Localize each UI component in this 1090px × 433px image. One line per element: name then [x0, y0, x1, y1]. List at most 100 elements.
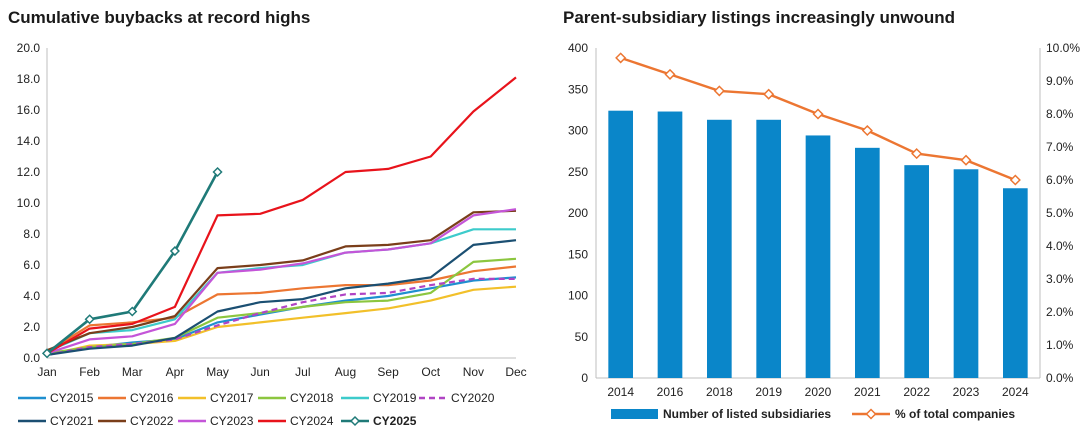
pct-point-2018: [713, 85, 725, 97]
legend-marker-cy2025: [349, 415, 361, 427]
right-x-tick-label: 2024: [1002, 385, 1029, 399]
right-right-y-tick-label: 1.0%: [1046, 338, 1074, 352]
legend-label-cy2018: CY2018: [290, 391, 334, 405]
left-y-tick-label: 0.0: [23, 351, 40, 365]
bar-2014: [608, 110, 633, 378]
legend-label-cy2023: CY2023: [210, 414, 254, 428]
data-point-cy2025: [212, 166, 223, 178]
left-x-tick-label: Jul: [295, 365, 310, 379]
series-line-cy2023: [46, 208, 517, 355]
right-right-y-tick-label: 6.0%: [1046, 173, 1074, 187]
bar-2020: [805, 135, 831, 378]
pct-point-2014: [615, 52, 627, 64]
right-left-y-tick-label: 100: [568, 289, 588, 303]
right-left-y-tick-label: 400: [568, 41, 588, 55]
pct-point-2021: [861, 124, 873, 137]
legend-label-cy2016: CY2016: [130, 391, 174, 405]
bar-2024: [1003, 188, 1028, 378]
legend-label-cy2015: CY2015: [50, 391, 94, 405]
legend-label-cy2024: CY2024: [290, 414, 334, 428]
right-x-tick-label: 2019: [755, 385, 782, 399]
legend-label-cy2017: CY2017: [210, 391, 254, 405]
pct-point-2022: [911, 148, 923, 160]
series-line-cy2020: [46, 277, 516, 356]
right-x-tick-label: 2016: [657, 385, 684, 399]
bar-2022: [904, 165, 929, 378]
series-line-cy2016: [46, 265, 517, 353]
right-right-y-tick-label: 5.0%: [1046, 206, 1074, 220]
right-x-tick-label: 2022: [903, 385, 930, 399]
legend-label-cy2019: CY2019: [373, 391, 417, 405]
legend-marker-pct-total: [865, 408, 877, 420]
right-right-y-tick-label: 0.0%: [1046, 371, 1074, 385]
right-left-y-tick-label: 200: [568, 206, 588, 220]
data-point-cy2025: [84, 314, 95, 325]
left-x-tick-label: Nov: [463, 365, 484, 379]
right-x-tick-label: 2014: [607, 385, 634, 399]
right-right-y-tick-label: 2.0%: [1046, 305, 1074, 319]
left-y-tick-label: 6.0: [23, 258, 40, 272]
left-x-tick-label: Dec: [505, 365, 526, 379]
data-point-cy2025: [127, 306, 138, 317]
right-x-tick-label: 2018: [706, 385, 733, 399]
series-line-cy2024: [46, 76, 517, 355]
left-y-tick-label: 8.0: [23, 227, 40, 241]
left-x-tick-label: Oct: [421, 365, 440, 379]
left-y-tick-label: 4.0: [23, 289, 40, 303]
left-y-tick-label: 2.0: [23, 320, 40, 334]
right-chart-title: Parent-subsidiary listings increasingly …: [563, 8, 956, 27]
series-line-cy2015: [46, 276, 517, 356]
left-y-tick-label: 18.0: [17, 72, 41, 86]
right-right-y-tick-label: 7.0%: [1046, 140, 1074, 154]
right-x-tick-label: 2020: [805, 385, 832, 399]
right-right-y-tick-label: 10.0%: [1046, 41, 1080, 55]
left-y-tick-label: 14.0: [17, 134, 41, 148]
left-x-tick-label: Mar: [122, 365, 143, 379]
series-line-cy2018: [46, 257, 517, 355]
right-left-y-tick-label: 0: [581, 371, 588, 385]
right-left-y-tick-label: 50: [575, 330, 589, 344]
left-y-tick-label: 12.0: [17, 165, 41, 179]
left-x-tick-label: Aug: [335, 365, 356, 379]
right-x-tick-label: 2023: [953, 385, 980, 399]
left-x-tick-label: May: [206, 365, 229, 379]
legend-label-listed-subsidiaries: Number of listed subsidiaries: [663, 407, 831, 421]
left-x-tick-label: Sep: [377, 365, 399, 379]
pct-point-2016: [664, 68, 676, 80]
legend-label-cy2020: CY2020: [451, 391, 495, 405]
left-x-tick-label: Apr: [166, 365, 185, 379]
bar-2021: [855, 147, 880, 378]
right-left-y-tick-label: 250: [568, 165, 588, 179]
left-chart-title: Cumulative buybacks at record highs: [8, 8, 311, 27]
series-line-cy2022: [46, 209, 517, 352]
data-point-cy2025: [41, 348, 53, 359]
legend-label-cy2025: CY2025: [373, 414, 417, 428]
right-left-y-tick-label: 150: [568, 247, 588, 261]
left-x-tick-label: Jan: [37, 365, 56, 379]
bar-2018: [707, 119, 732, 379]
data-point-cy2025: [169, 245, 180, 257]
left-y-tick-label: 10.0: [17, 196, 41, 210]
right-left-y-tick-label: 350: [568, 82, 588, 96]
left-x-tick-label: Feb: [79, 365, 100, 379]
bar-2023: [953, 169, 979, 378]
legend-label-cy2022: CY2022: [130, 414, 174, 428]
bar-2016: [657, 111, 683, 379]
bar-2019: [756, 119, 781, 379]
left-y-tick-label: 20.0: [17, 41, 41, 55]
legend-swatch-listed-subsidiaries: [611, 409, 658, 419]
right-right-y-tick-label: 3.0%: [1046, 272, 1074, 286]
legend-label-pct-total: % of total companies: [895, 407, 1015, 421]
pct-point-2023: [960, 154, 972, 166]
series-line-cy2021: [46, 239, 517, 356]
pct-point-2020: [812, 108, 824, 120]
legend-label-cy2021: CY2021: [50, 414, 94, 428]
right-right-y-tick-label: 4.0%: [1046, 239, 1074, 253]
left-x-tick-label: Jun: [251, 365, 270, 379]
pct-point-2024: [1009, 174, 1021, 186]
right-x-tick-label: 2021: [854, 385, 881, 399]
left-y-tick-label: 16.0: [17, 103, 41, 117]
right-left-y-tick-label: 300: [568, 124, 588, 138]
right-right-y-tick-label: 8.0%: [1046, 107, 1074, 121]
